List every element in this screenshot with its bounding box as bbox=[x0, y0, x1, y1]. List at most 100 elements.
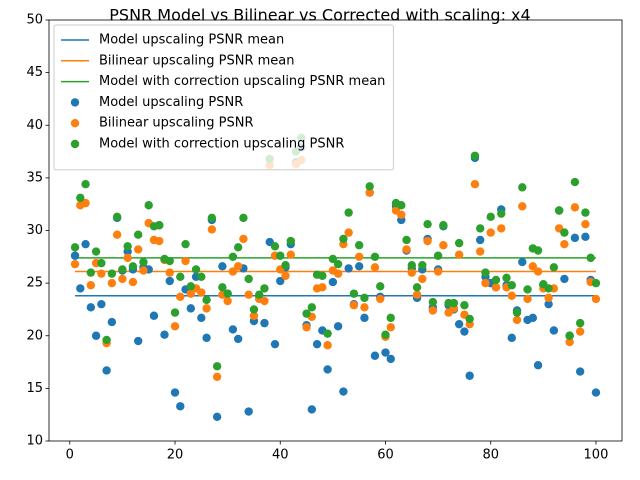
point bbox=[218, 283, 227, 292]
point bbox=[402, 235, 411, 245]
point bbox=[518, 183, 527, 192]
point bbox=[333, 259, 343, 269]
point bbox=[386, 313, 395, 323]
point bbox=[360, 293, 369, 303]
point bbox=[360, 313, 369, 323]
point bbox=[507, 281, 516, 290]
legend-label: Bilinear upscaling PSNR bbox=[99, 116, 254, 131]
point bbox=[102, 366, 111, 375]
point bbox=[212, 372, 222, 381]
point bbox=[528, 313, 538, 323]
point bbox=[575, 327, 585, 336]
point bbox=[186, 289, 196, 298]
point bbox=[76, 193, 85, 203]
point bbox=[133, 245, 143, 254]
point bbox=[502, 273, 511, 283]
point bbox=[433, 251, 443, 260]
point bbox=[118, 274, 127, 284]
point bbox=[112, 212, 122, 222]
point bbox=[386, 354, 395, 364]
point bbox=[470, 151, 480, 160]
point bbox=[507, 333, 516, 343]
point bbox=[481, 268, 490, 277]
point bbox=[218, 262, 227, 271]
point bbox=[586, 253, 595, 263]
point bbox=[155, 236, 164, 246]
point bbox=[328, 254, 338, 264]
point bbox=[533, 246, 543, 255]
point bbox=[244, 274, 253, 284]
point bbox=[302, 323, 311, 332]
point bbox=[207, 213, 217, 223]
point bbox=[333, 269, 343, 278]
point bbox=[86, 303, 96, 312]
point bbox=[460, 301, 469, 310]
point bbox=[528, 262, 538, 271]
point bbox=[475, 247, 485, 256]
point bbox=[575, 318, 585, 328]
point bbox=[512, 308, 522, 317]
point bbox=[397, 210, 406, 219]
point bbox=[349, 301, 359, 310]
point bbox=[318, 283, 327, 292]
point bbox=[212, 362, 222, 371]
point bbox=[133, 230, 143, 239]
point bbox=[544, 293, 553, 303]
point bbox=[449, 298, 459, 308]
point bbox=[223, 289, 232, 298]
point bbox=[460, 327, 469, 336]
point bbox=[112, 230, 122, 239]
point bbox=[165, 268, 174, 277]
point bbox=[133, 336, 143, 346]
point bbox=[344, 208, 353, 217]
point bbox=[307, 405, 317, 414]
point bbox=[465, 314, 474, 324]
point bbox=[270, 339, 280, 349]
point bbox=[507, 291, 516, 300]
point bbox=[107, 317, 117, 327]
point bbox=[439, 241, 448, 250]
point bbox=[412, 283, 422, 292]
point bbox=[228, 267, 238, 276]
point bbox=[249, 305, 259, 314]
point bbox=[197, 288, 206, 297]
point bbox=[523, 294, 532, 304]
point bbox=[81, 239, 90, 249]
point bbox=[233, 334, 243, 344]
point bbox=[176, 402, 185, 411]
point bbox=[276, 276, 285, 286]
point bbox=[149, 311, 159, 320]
legend: Model upscaling PSNR mean Bilinear upscal… bbox=[53, 24, 394, 171]
point bbox=[412, 290, 422, 299]
point bbox=[128, 262, 138, 271]
point bbox=[312, 339, 322, 349]
point bbox=[197, 272, 206, 282]
x-tick-label: 40 bbox=[272, 448, 289, 463]
point bbox=[76, 284, 85, 293]
point bbox=[239, 213, 248, 223]
point bbox=[370, 252, 380, 262]
point bbox=[402, 245, 411, 254]
point bbox=[570, 203, 580, 212]
point bbox=[344, 264, 353, 273]
point bbox=[475, 224, 485, 233]
point bbox=[544, 299, 553, 309]
legend-box bbox=[53, 24, 394, 171]
point bbox=[370, 263, 380, 272]
point bbox=[160, 330, 169, 339]
point bbox=[207, 225, 217, 234]
point bbox=[186, 282, 196, 291]
point bbox=[191, 265, 201, 274]
point bbox=[386, 323, 395, 332]
point bbox=[397, 201, 406, 210]
point bbox=[197, 313, 206, 323]
point bbox=[323, 329, 332, 338]
point bbox=[381, 348, 390, 357]
legend-marker bbox=[70, 98, 80, 107]
point bbox=[581, 219, 590, 229]
point bbox=[491, 275, 501, 285]
point bbox=[107, 269, 117, 278]
point bbox=[91, 247, 101, 256]
point bbox=[581, 232, 590, 242]
point bbox=[497, 224, 506, 233]
